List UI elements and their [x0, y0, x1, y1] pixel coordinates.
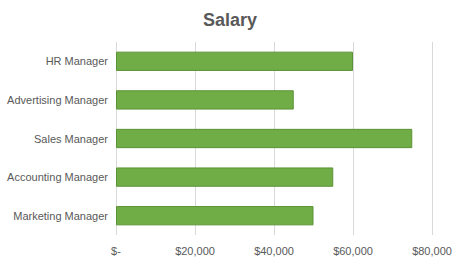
svg-text:$-: $- — [111, 245, 121, 257]
svg-text:$60,000: $60,000 — [333, 245, 373, 257]
svg-text:$80,000: $80,000 — [412, 245, 452, 257]
svg-text:Advertising Manager: Advertising Manager — [7, 94, 108, 106]
svg-text:Accounting Manager: Accounting Manager — [7, 171, 108, 183]
svg-text:HR Manager: HR Manager — [46, 55, 109, 67]
svg-text:Salary: Salary — [203, 10, 257, 30]
svg-text:Sales Manager: Sales Manager — [34, 133, 108, 145]
svg-text:$40,000: $40,000 — [254, 245, 294, 257]
svg-text:$20,000: $20,000 — [175, 245, 215, 257]
svg-text:Marketing Manager: Marketing Manager — [13, 210, 108, 222]
